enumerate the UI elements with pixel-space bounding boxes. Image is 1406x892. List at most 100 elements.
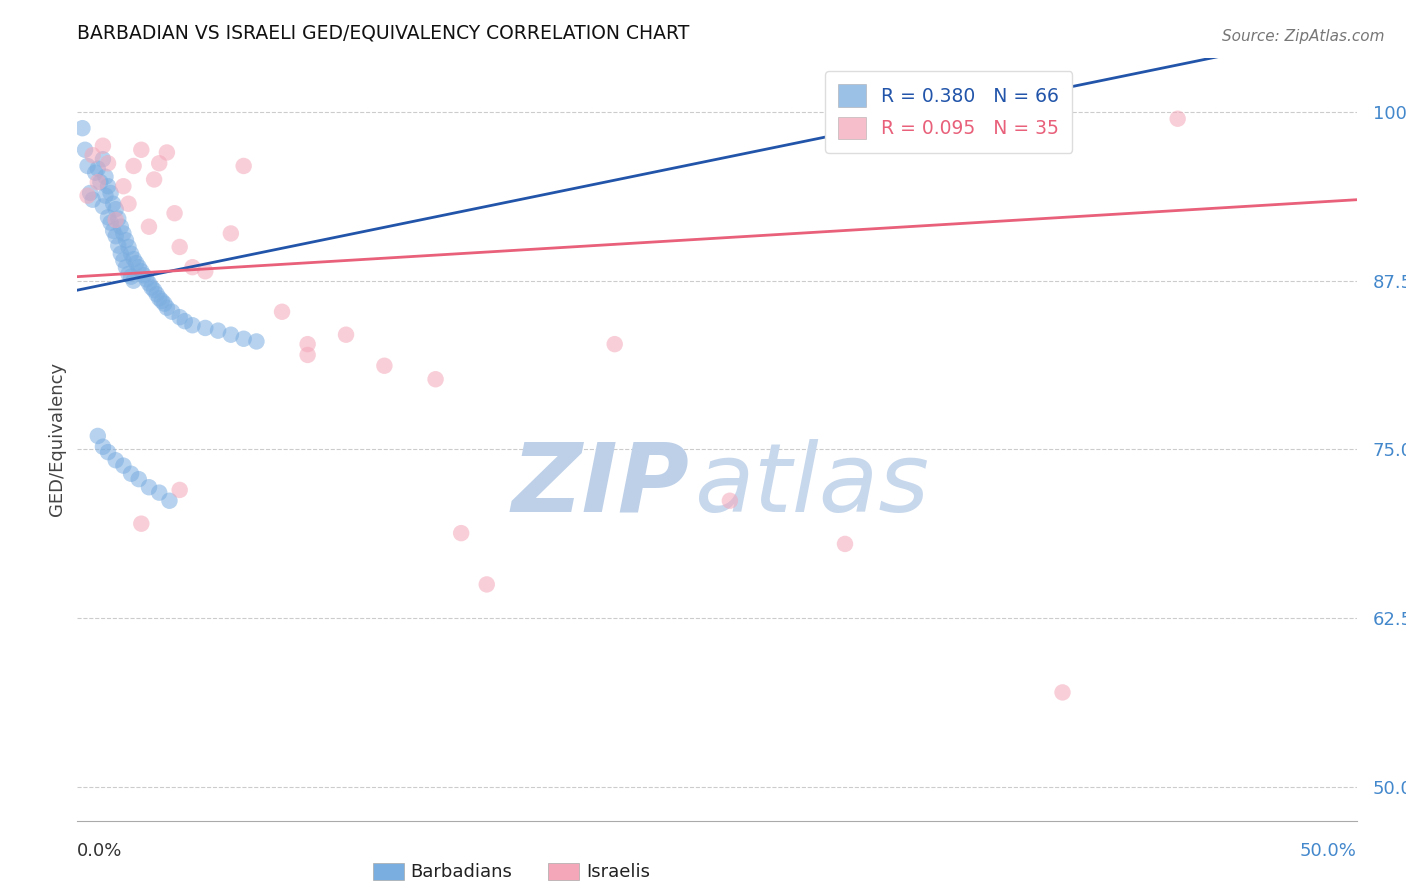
Point (117, 267, 139, 281)
Point (718, 493, 741, 508)
Point (110, 219, 132, 234)
Point (89, 175, 111, 189)
Text: Barbadians: Barbadians (411, 863, 512, 881)
Point (148, 156, 170, 170)
Point (219, 227, 242, 241)
Point (425, 372, 447, 386)
Point (82, 148, 104, 162)
Text: ZIP: ZIP (510, 439, 689, 532)
Point (84, 166, 107, 180)
Point (159, 493, 181, 508)
Point (120, 269, 142, 284)
Point (117, 196, 139, 211)
Point (87, 161, 110, 176)
Point (87, 429, 110, 443)
Point (245, 334, 267, 349)
Point (76, 188, 98, 202)
Point (112, 253, 135, 268)
Y-axis label: GED/Equivalency: GED/Equivalency (48, 362, 66, 516)
Point (297, 348, 319, 362)
Point (112, 179, 135, 194)
Point (141, 280, 163, 294)
Point (129, 264, 153, 278)
Point (91, 199, 114, 213)
Point (94, 169, 117, 184)
Point (173, 314, 195, 328)
Point (156, 145, 179, 160)
Point (73, 143, 96, 157)
Point (87, 175, 110, 189)
Point (219, 327, 242, 342)
Point (101, 196, 124, 211)
Point (129, 143, 153, 157)
Point (104, 453, 127, 467)
Point (97, 179, 120, 194)
Point (138, 219, 160, 234)
Point (181, 318, 204, 333)
Point (1167, 112, 1189, 126)
Point (138, 480, 160, 494)
Point (129, 516, 153, 531)
Point (122, 159, 145, 173)
Point (135, 272, 157, 286)
Point (143, 172, 166, 186)
Point (194, 321, 217, 335)
Point (297, 337, 319, 351)
Point (72, 121, 94, 136)
Point (153, 296, 176, 310)
Point (475, 577, 498, 591)
Legend: R = 0.380   N = 66, R = 0.095   N = 35: R = 0.380 N = 66, R = 0.095 N = 35 (825, 71, 1073, 153)
Point (115, 233, 138, 247)
Point (122, 274, 145, 288)
Point (82, 193, 104, 207)
Point (97, 445, 120, 459)
Point (603, 337, 626, 351)
Text: BARBADIAN VS ISRAELI GED/EQUIVALENCY CORRELATION CHART: BARBADIAN VS ISRAELI GED/EQUIVALENCY COR… (77, 23, 690, 43)
Point (112, 458, 135, 473)
Point (91, 138, 114, 153)
Text: atlas: atlas (695, 439, 929, 532)
Point (122, 252, 145, 266)
Point (207, 324, 229, 338)
Point (150, 293, 173, 308)
Text: 0.0%: 0.0% (77, 842, 122, 860)
Point (169, 240, 191, 254)
Point (450, 526, 472, 541)
Point (138, 277, 160, 291)
Point (107, 211, 129, 226)
Point (143, 283, 166, 297)
Point (91, 440, 114, 454)
Point (107, 238, 129, 252)
Point (128, 472, 150, 486)
Point (194, 264, 217, 278)
Point (145, 287, 167, 301)
Point (148, 485, 170, 500)
Point (97, 156, 120, 170)
Point (120, 467, 142, 481)
Point (125, 256, 148, 270)
Point (1052, 685, 1074, 699)
Point (112, 227, 135, 241)
Point (101, 224, 124, 238)
Point (120, 246, 142, 260)
Point (100, 216, 122, 230)
Point (148, 291, 170, 305)
Point (335, 327, 357, 342)
Text: 50.0%: 50.0% (1301, 842, 1357, 860)
Point (163, 206, 186, 220)
Point (100, 186, 122, 200)
Point (104, 213, 127, 227)
Point (169, 483, 191, 497)
Text: Source: ZipAtlas.com: Source: ZipAtlas.com (1222, 29, 1385, 44)
Point (156, 301, 179, 315)
Point (160, 304, 183, 318)
Point (97, 211, 120, 225)
Point (232, 332, 254, 346)
Point (373, 359, 395, 373)
Point (834, 537, 856, 551)
Point (115, 260, 138, 275)
Point (104, 229, 127, 244)
Point (271, 304, 294, 318)
Point (94, 188, 117, 202)
Point (128, 260, 150, 275)
